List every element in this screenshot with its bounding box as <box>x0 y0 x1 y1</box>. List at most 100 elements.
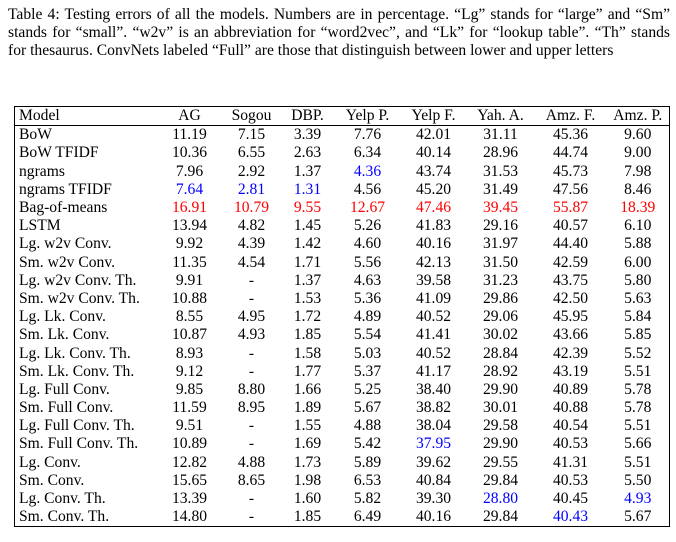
error-cell: 1.72 <box>293 308 322 326</box>
error-cell: 10.36 <box>171 144 208 162</box>
column-header: Yelp F. <box>400 105 467 127</box>
error-cell: 1.71 <box>293 253 322 271</box>
error-cell: 5.89 <box>353 453 382 471</box>
error-cell: 5.82 <box>353 490 382 508</box>
model-name: Lg. Lk. Conv. Th. <box>19 344 131 362</box>
error-cell: 43.74 <box>415 162 452 180</box>
error-cell: 55.87 <box>552 199 589 217</box>
error-cell: 5.50 <box>624 471 652 489</box>
error-cell: 31.97 <box>482 235 519 253</box>
error-cell: 5.67 <box>353 399 382 417</box>
error-cell: 5.56 <box>353 253 382 271</box>
error-cell: 1.89 <box>293 399 322 417</box>
error-cell: 31.53 <box>482 162 519 180</box>
table-row: Sm. Full Conv. Th. 10.89 - 1.69 5.42 37.95 29.… <box>15 435 670 453</box>
error-cell: 31.50 <box>482 253 519 271</box>
error-cell: 4.93 <box>237 326 266 344</box>
error-cell: - <box>248 417 255 435</box>
error-cell: 39.58 <box>415 271 452 289</box>
table-row: Sm. Lk. Conv. Th. 9.12 - 1.77 5.37 41.17 28.92… <box>15 363 670 381</box>
model-name: Lg. Conv. Th. <box>19 490 106 508</box>
error-cell: 1.85 <box>280 508 335 528</box>
model-name: Lg. Full Conv. Th. <box>19 417 135 435</box>
model-name: Lg. w2v Conv. Th. <box>19 271 137 289</box>
error-cell: 5.78 <box>624 399 652 417</box>
error-cell: 4.95 <box>237 308 266 326</box>
error-cell: 29.58 <box>482 417 519 435</box>
error-cell: 40.84 <box>415 471 452 489</box>
error-cell: 30.02 <box>482 326 519 344</box>
error-cell: 37.95 <box>415 435 452 453</box>
model-name: Lg. Conv. <box>19 453 81 471</box>
error-cell: 12.67 <box>349 199 386 217</box>
error-cell: 6.34 <box>353 144 382 162</box>
error-cell: 5.52 <box>624 344 652 362</box>
error-cell: 8.80 <box>237 380 266 398</box>
error-cell: 45.73 <box>552 162 589 180</box>
error-cell: 1.60 <box>293 490 322 508</box>
error-cell: 4.88 <box>353 417 382 435</box>
error-cell: 1.66 <box>293 380 322 398</box>
error-cell: 6.53 <box>353 471 382 489</box>
error-cell: 9.85 <box>175 380 204 398</box>
header-row: Model AG Sogou DBP. Yelp P. Yelp F. Yah. A. Amz… <box>14 105 670 127</box>
error-cell: 7.15 <box>237 126 266 144</box>
error-cell: 13.39 <box>171 490 208 508</box>
error-cell: 40.53 <box>552 471 589 489</box>
error-cell: 9.55 <box>293 199 322 217</box>
error-cell: 4.54 <box>237 253 266 271</box>
error-cell: 44.74 <box>552 144 589 162</box>
model-name: Sm. Full Conv. <box>19 399 114 417</box>
error-cell: 4.36 <box>353 162 382 180</box>
error-cell: 11.19 <box>172 126 207 144</box>
column-header: Amz. F. <box>534 105 607 127</box>
column-header: Yah. A. <box>466 105 535 127</box>
column-header: DBP. <box>280 105 335 127</box>
error-cell: 6.10 <box>624 217 652 235</box>
error-cell: 28.80 <box>482 490 519 508</box>
model-name: LSTM <box>19 217 61 235</box>
table-row: Lg. w2v Conv. Th. 9.91 - 1.37 4.63 39.58 31.23… <box>15 272 670 290</box>
error-cell: 11.35 <box>172 253 207 271</box>
error-cell: 4.63 <box>353 271 382 289</box>
error-cell: 7.64 <box>175 180 204 198</box>
error-cell: 10.79 <box>233 199 270 217</box>
error-cell: 11.59 <box>172 399 207 417</box>
error-cell: 8.46 <box>624 180 652 198</box>
error-cell: 29.90 <box>482 380 519 398</box>
error-cell: 43.19 <box>552 362 589 380</box>
error-cell: 42.50 <box>552 289 589 307</box>
error-cell: 1.45 <box>293 217 322 235</box>
error-cell: 1.37 <box>293 162 322 180</box>
column-header: Amz. P. <box>606 105 670 127</box>
model-name: BoW <box>19 126 52 144</box>
error-cell: 4.89 <box>353 308 382 326</box>
error-cell: 8.65 <box>237 471 266 489</box>
error-cell: 10.88 <box>171 289 208 307</box>
error-cell: 5.66 <box>624 435 652 453</box>
error-cell: 1.85 <box>293 326 322 344</box>
error-cell: 42.13 <box>415 253 452 271</box>
table-row: Sm. Conv. Th. 14.80-1.85 6.49 40.16 29.84 40.… <box>14 508 670 528</box>
error-cell: 6.55 <box>237 144 266 162</box>
error-cell: 15.65 <box>171 471 208 489</box>
error-cell: 39.30 <box>415 490 452 508</box>
error-cell: 9.91 <box>175 271 204 289</box>
table-row: Sm. w2v Conv. 11.35 4.54 1.71 5.56 42.13 31.50… <box>15 254 670 272</box>
error-cell: 8.55 <box>175 308 204 326</box>
error-cell: 41.83 <box>415 217 452 235</box>
error-cell: 5.54 <box>353 326 382 344</box>
error-cell: 5.85 <box>624 326 652 344</box>
caption: Table 4: Testing errors of all the model… <box>8 6 670 59</box>
error-cell: 42.59 <box>552 253 589 271</box>
error-cell: 5.51 <box>624 417 652 435</box>
error-cell: 1.73 <box>293 453 322 471</box>
table-row: Lg. Conv. Th. 13.39 - 1.60 5.82 39.30 28.80 40.… <box>15 490 670 508</box>
error-cell: 4.88 <box>237 453 266 471</box>
table-row: BoW 11.19 7.15 3.39 7.76 42.01 31.11 45.36 9.60 <box>15 126 670 145</box>
error-cell: 31.11 <box>483 126 518 144</box>
error-cell: - <box>248 362 255 380</box>
error-cell: 4.82 <box>237 217 266 235</box>
error-cell: 41.31 <box>552 453 589 471</box>
column-header: Sogou <box>222 105 281 127</box>
